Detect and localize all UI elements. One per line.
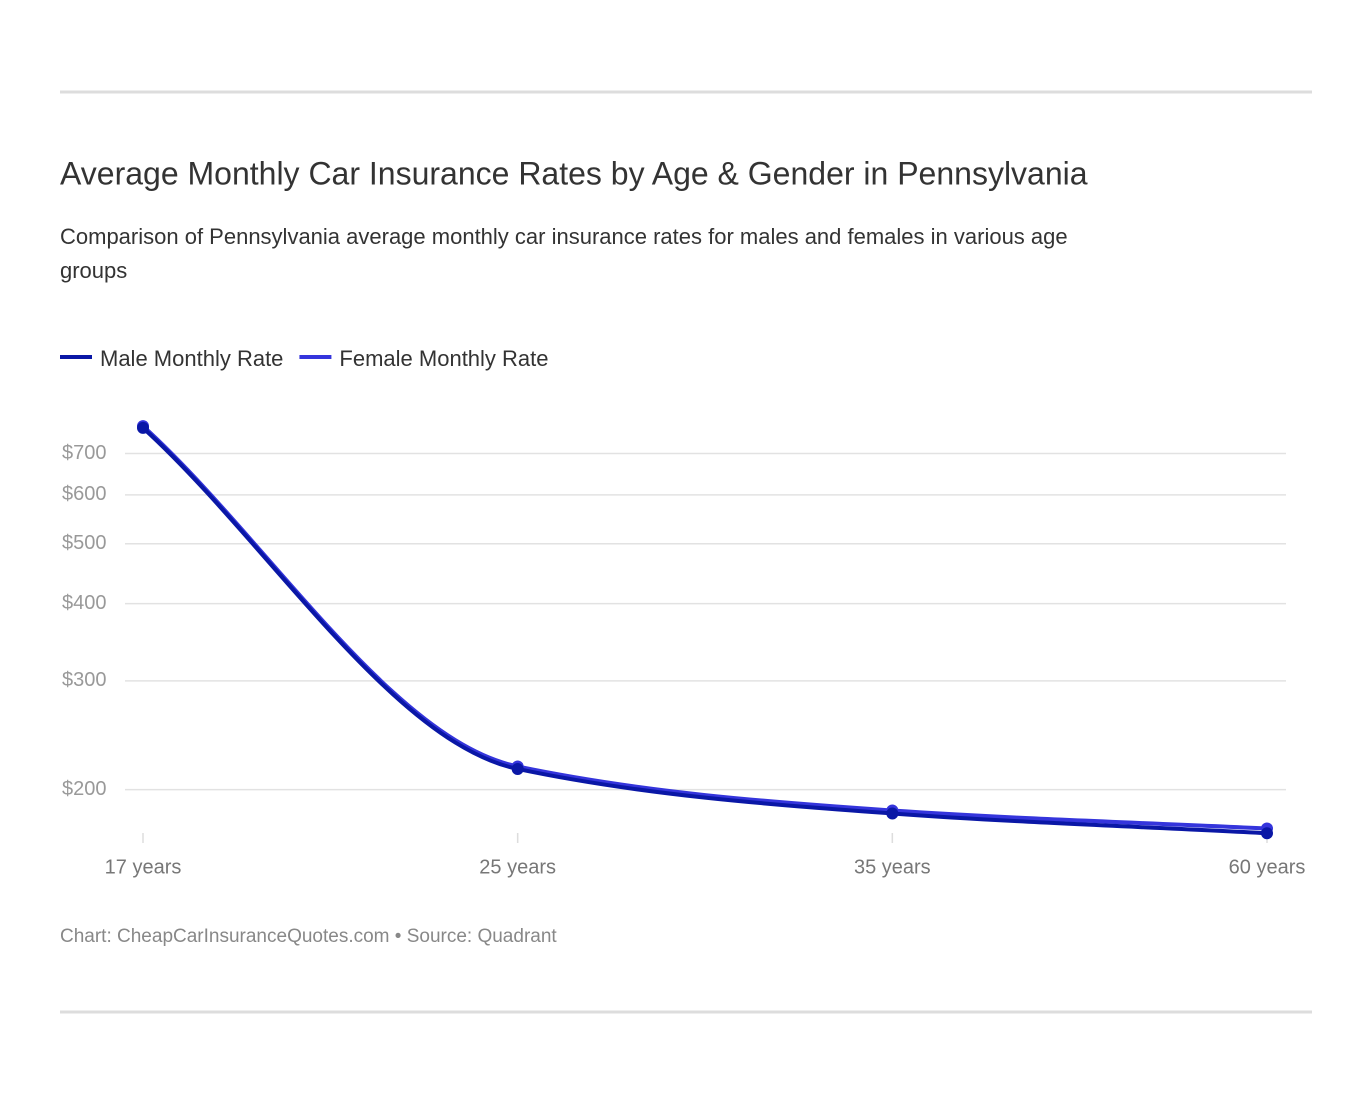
data-point [1261, 827, 1273, 840]
y-tick-label: $400 [62, 592, 107, 614]
chart-footer: Chart: CheapCarInsuranceQuotes.com • Sou… [60, 926, 557, 947]
series-line [141, 424, 1268, 831]
legend-label: Male Monthly Rate [100, 346, 283, 371]
chart-subtitle: Comparison of Pennsylvania average month… [60, 224, 1068, 249]
chart-title: Average Monthly Car Insurance Rates by A… [60, 155, 1088, 191]
series-line [141, 426, 1268, 836]
x-tick-label: 60 years [1229, 856, 1306, 878]
y-tick-label: $200 [62, 778, 107, 800]
chart-subtitle: groups [60, 258, 127, 283]
y-tick-label: $700 [62, 442, 107, 464]
data-point [886, 807, 899, 820]
x-tick-label: 25 years [479, 856, 556, 878]
x-tick-label: 17 years [105, 856, 182, 878]
y-tick-label: $600 [62, 483, 107, 505]
data-point [137, 421, 149, 434]
y-tick-label: $500 [62, 532, 107, 554]
legend-label: Female Monthly Rate [339, 346, 548, 371]
y-tick-label: $300 [62, 669, 107, 691]
x-tick-label: 35 years [854, 856, 931, 878]
data-point [511, 762, 524, 775]
